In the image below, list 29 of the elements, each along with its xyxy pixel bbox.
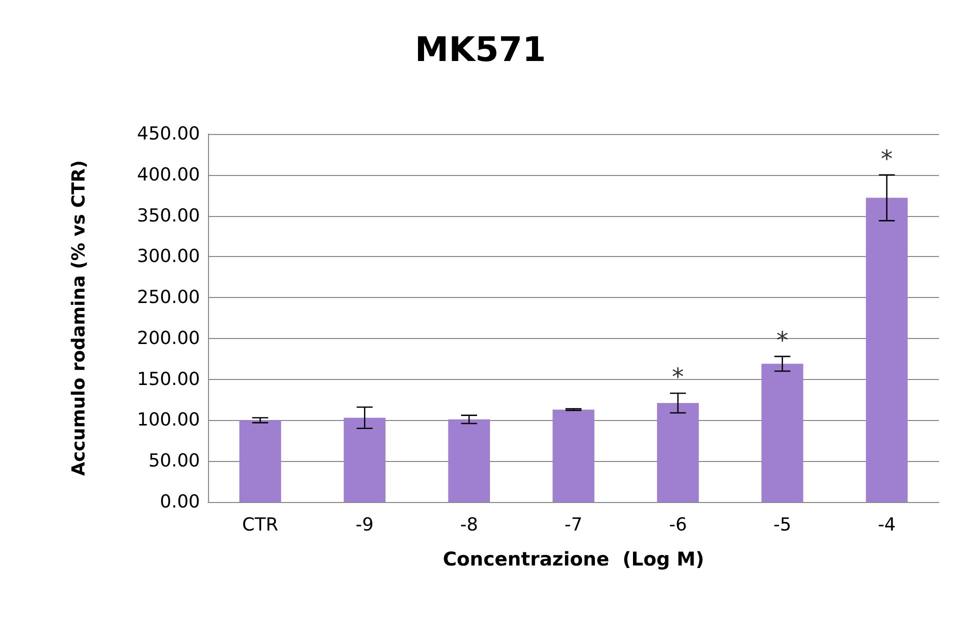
- bar: [448, 419, 490, 502]
- y-tick-label: 150.00: [137, 368, 200, 390]
- x-tick-label: -5: [773, 514, 792, 536]
- y-tick-label: 250.00: [137, 287, 200, 308]
- y-tick-label: 450.00: [137, 124, 200, 144]
- y-tick-label: 300.00: [137, 246, 200, 268]
- bar: [552, 410, 594, 502]
- x-tick-label: -6: [668, 514, 687, 536]
- y-tick-label: 400.00: [137, 164, 200, 186]
- bar: [344, 418, 386, 502]
- chart-title: MK571: [414, 30, 546, 70]
- data-label: *: [880, 144, 893, 173]
- bar: [657, 403, 699, 502]
- x-tick-label: -7: [564, 514, 582, 536]
- x-tick-label: -9: [356, 514, 374, 536]
- y-tick-label: 50.00: [148, 450, 200, 472]
- data-label: *: [672, 363, 684, 392]
- bar: [866, 198, 908, 502]
- y-tick-label: 200.00: [137, 328, 200, 349]
- bar: [239, 420, 282, 502]
- x-tick-label: -8: [460, 514, 478, 536]
- x-tick-label: CTR: [242, 514, 278, 536]
- y-tick-label: 350.00: [137, 205, 200, 226]
- y-tick-label: 0.00: [160, 492, 200, 512]
- bar: [761, 364, 804, 502]
- x-tick-label: -4: [878, 514, 896, 536]
- y-tick-label: 100.00: [137, 410, 200, 431]
- y-axis-title: Accumulo rodamina (% vs CTR): [68, 160, 90, 476]
- x-axis-title: Concentrazione (Log M): [442, 548, 704, 570]
